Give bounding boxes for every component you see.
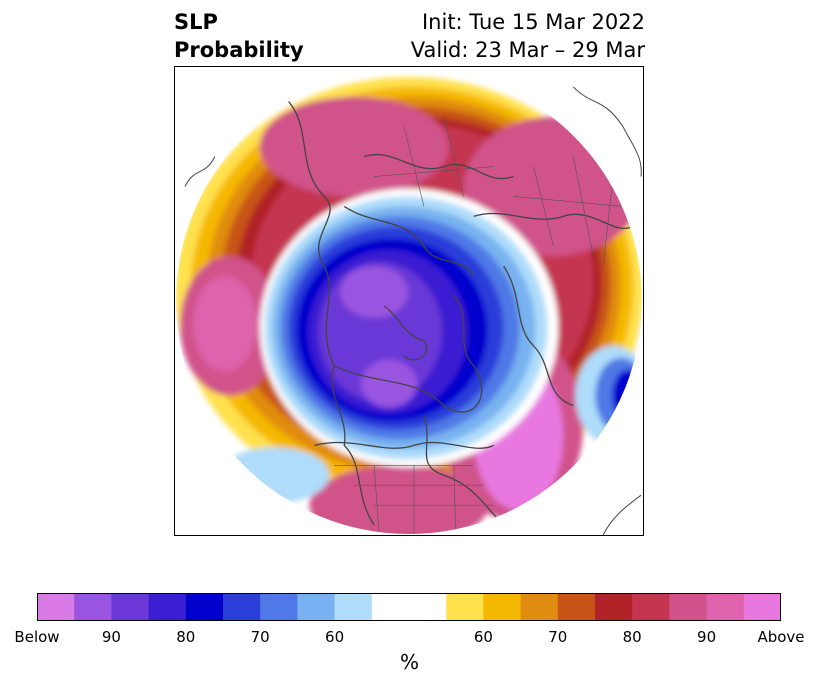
colorbar-swatch — [297, 593, 336, 621]
colorbar-swatches — [37, 593, 782, 621]
colorbar-tick-label: 80 — [176, 628, 196, 646]
colorbar-tick-label: 60 — [473, 628, 493, 646]
colorbar-swatch — [148, 593, 187, 621]
map-frame — [174, 66, 644, 536]
colorbar-swatch — [595, 593, 633, 621]
title-metric: Probability — [174, 38, 304, 62]
colorbar-unit: % — [399, 650, 419, 674]
colorbar-tick-label: 80 — [622, 628, 642, 646]
colorbar-border — [37, 593, 781, 621]
polar-map — [175, 67, 643, 535]
colorbar-swatch — [334, 593, 373, 621]
colorbar-swatch — [743, 593, 782, 621]
colorbar-tick-label: 60 — [325, 628, 345, 646]
colorbar-swatch — [260, 593, 298, 621]
title-right: Init: Tue 15 Mar 2022 Valid: 23 Mar – 29… — [411, 8, 645, 64]
colorbar-tick-label: Below — [14, 628, 60, 646]
colorbar-ticks: Below 90 80 70 60 60 70 80 90 Above — [0, 628, 819, 648]
colorbar-swatch — [371, 593, 410, 621]
colorbar-swatch — [223, 593, 261, 621]
colorbar-swatch — [185, 593, 224, 621]
colorbar-swatch — [706, 593, 745, 621]
colorbar-tick-label: Above — [757, 628, 805, 646]
colorbar-swatch — [557, 593, 596, 621]
colorbar-swatch — [111, 593, 150, 621]
colorbar-tick-label: 70 — [250, 628, 270, 646]
colorbar-swatch — [669, 593, 708, 621]
probability-field — [175, 67, 643, 535]
colorbar-swatch — [409, 593, 447, 621]
outer-coastlines — [184, 86, 642, 535]
colorbar-tick-label: 70 — [548, 628, 568, 646]
title-variable: SLP — [174, 10, 218, 34]
colorbar-swatch — [74, 593, 112, 621]
colorbar-swatch — [632, 593, 670, 621]
coastlines — [284, 96, 634, 526]
political-borders — [334, 116, 624, 535]
colorbar-swatch — [446, 593, 484, 621]
colorbar-swatch — [483, 593, 522, 621]
init-date: Init: Tue 15 Mar 2022 — [421, 10, 645, 34]
colorbar — [37, 593, 782, 621]
colorbar-swatch — [520, 593, 559, 621]
colorbar-tick-label: 90 — [101, 628, 121, 646]
colorbar-tick-label: 90 — [697, 628, 717, 646]
title-left: SLP Probability — [174, 8, 304, 64]
colorbar-swatch — [37, 593, 75, 621]
valid-range: Valid: 23 Mar – 29 Mar — [410, 38, 645, 62]
